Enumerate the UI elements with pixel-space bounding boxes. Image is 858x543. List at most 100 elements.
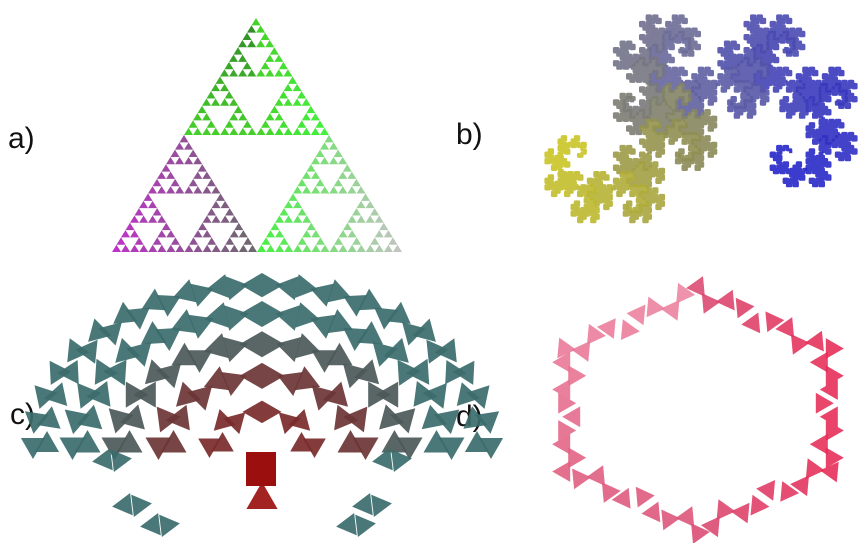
sierpinski-cell <box>302 215 312 223</box>
tree-triangle <box>423 430 450 453</box>
sierpinski-cell <box>247 25 257 33</box>
tree-triangle <box>156 295 181 317</box>
koch-triangle <box>716 499 736 520</box>
tree-triangle <box>165 404 190 431</box>
dragon-segment <box>626 56 666 85</box>
tree-triangle <box>145 437 172 460</box>
koch-triangle <box>571 341 591 362</box>
tree-triangle <box>119 404 145 430</box>
sierpinski-cell <box>301 113 311 121</box>
koch-triangle <box>700 516 720 538</box>
sierpinski-cell <box>157 215 167 223</box>
tree-triangle <box>405 358 430 385</box>
sierpinski-cell <box>383 230 393 238</box>
tree-triangle <box>211 432 234 452</box>
sierpinski-cell <box>238 113 248 121</box>
sierpinski-cell <box>247 39 257 48</box>
sierpinski-cell <box>202 127 212 135</box>
koch-triangle <box>676 282 696 304</box>
sierpinski-cell <box>197 164 207 172</box>
tree-triangle <box>375 381 399 408</box>
sierpinski-cell <box>206 120 216 128</box>
sierpinski-cell <box>374 230 384 238</box>
sierpinski-cell <box>302 244 312 252</box>
dragon-segment <box>544 169 584 198</box>
koch-triangle <box>558 392 577 414</box>
sierpinski-cell <box>283 98 293 106</box>
sierpinski-cell <box>329 142 339 150</box>
sierpinski-cell <box>370 237 380 245</box>
sierpinski-cell <box>310 113 320 121</box>
sierpinski-cell <box>224 91 234 99</box>
sierpinski-cell <box>121 244 131 252</box>
tree-triangle <box>159 514 180 537</box>
sierpinski-cell <box>279 208 289 216</box>
sierpinski-cell <box>333 178 343 187</box>
sierpinski-cell <box>343 222 353 231</box>
sierpinski-cell <box>266 230 276 238</box>
sierpinski-cell <box>320 186 330 194</box>
sierpinski-cell <box>260 32 270 40</box>
sierpinski-cell <box>352 237 362 245</box>
sierpinski-cell <box>139 215 149 223</box>
dragon-segment <box>753 64 793 93</box>
sierpinski-cell <box>152 178 162 187</box>
tree-triangle <box>336 513 357 536</box>
sierpinski-cell <box>184 142 194 150</box>
tree-triangle <box>386 301 411 324</box>
tree-triangle <box>239 362 262 389</box>
sierpinski-cell <box>233 47 243 55</box>
sierpinski-cell <box>274 69 284 77</box>
sierpinski-cell <box>311 244 321 252</box>
sierpinski-cell <box>202 230 212 238</box>
sierpinski-cell <box>329 244 339 252</box>
sierpinski-cell <box>265 127 275 135</box>
sierpinski-cell <box>229 244 239 252</box>
sierpinski-cell <box>297 120 307 128</box>
tree-triangle <box>223 412 246 435</box>
sierpinski-cell <box>297 208 307 216</box>
koch-triangle <box>735 297 755 319</box>
dragon-segment <box>612 92 651 136</box>
tree-triangle <box>310 314 336 339</box>
tree-triangle <box>88 318 112 342</box>
sierpinski-cell <box>284 244 294 252</box>
sierpinski-cell <box>211 200 221 209</box>
sierpinski-cell <box>184 244 194 252</box>
koch-triangle <box>715 289 735 311</box>
tree-triangle <box>390 408 416 434</box>
dragon-segment <box>769 144 808 188</box>
tree-triangle <box>160 430 187 453</box>
sierpinski-cell <box>216 193 226 201</box>
sierpinski-cell <box>306 105 316 114</box>
sierpinski-cell <box>188 178 198 187</box>
sierpinski-cell <box>251 18 261 26</box>
sierpinski-cell <box>315 120 325 128</box>
koch-triangle <box>587 323 606 345</box>
tree-triangle <box>262 301 285 327</box>
sierpinski-cell <box>260 61 270 70</box>
koch-triangle <box>552 433 571 455</box>
koch-triangle <box>805 330 824 352</box>
koch-triangle <box>805 458 825 479</box>
tree-triangle <box>203 333 229 359</box>
koch-triangle <box>765 311 785 333</box>
sierpinski-cell <box>220 244 230 252</box>
sierpinski-cell <box>215 76 225 84</box>
sierpinski-cell <box>265 69 275 77</box>
koch-triangle <box>675 506 695 527</box>
sierpinski-cell <box>202 186 212 194</box>
dragon-segment <box>767 14 806 57</box>
sierpinski-cell <box>220 69 230 77</box>
dragon-segment <box>570 184 600 224</box>
sierpinski-cell <box>320 156 330 165</box>
dragon-segment <box>779 79 809 119</box>
tree-triangle <box>176 381 202 407</box>
sierpinski-cell <box>311 186 321 194</box>
sierpinski-cell <box>311 171 321 179</box>
tree-triangle <box>186 350 213 373</box>
sierpinski-cell <box>238 39 248 48</box>
tree-triangle <box>278 412 301 435</box>
koch-triangle <box>791 334 810 355</box>
sierpinski-cell <box>152 208 162 216</box>
